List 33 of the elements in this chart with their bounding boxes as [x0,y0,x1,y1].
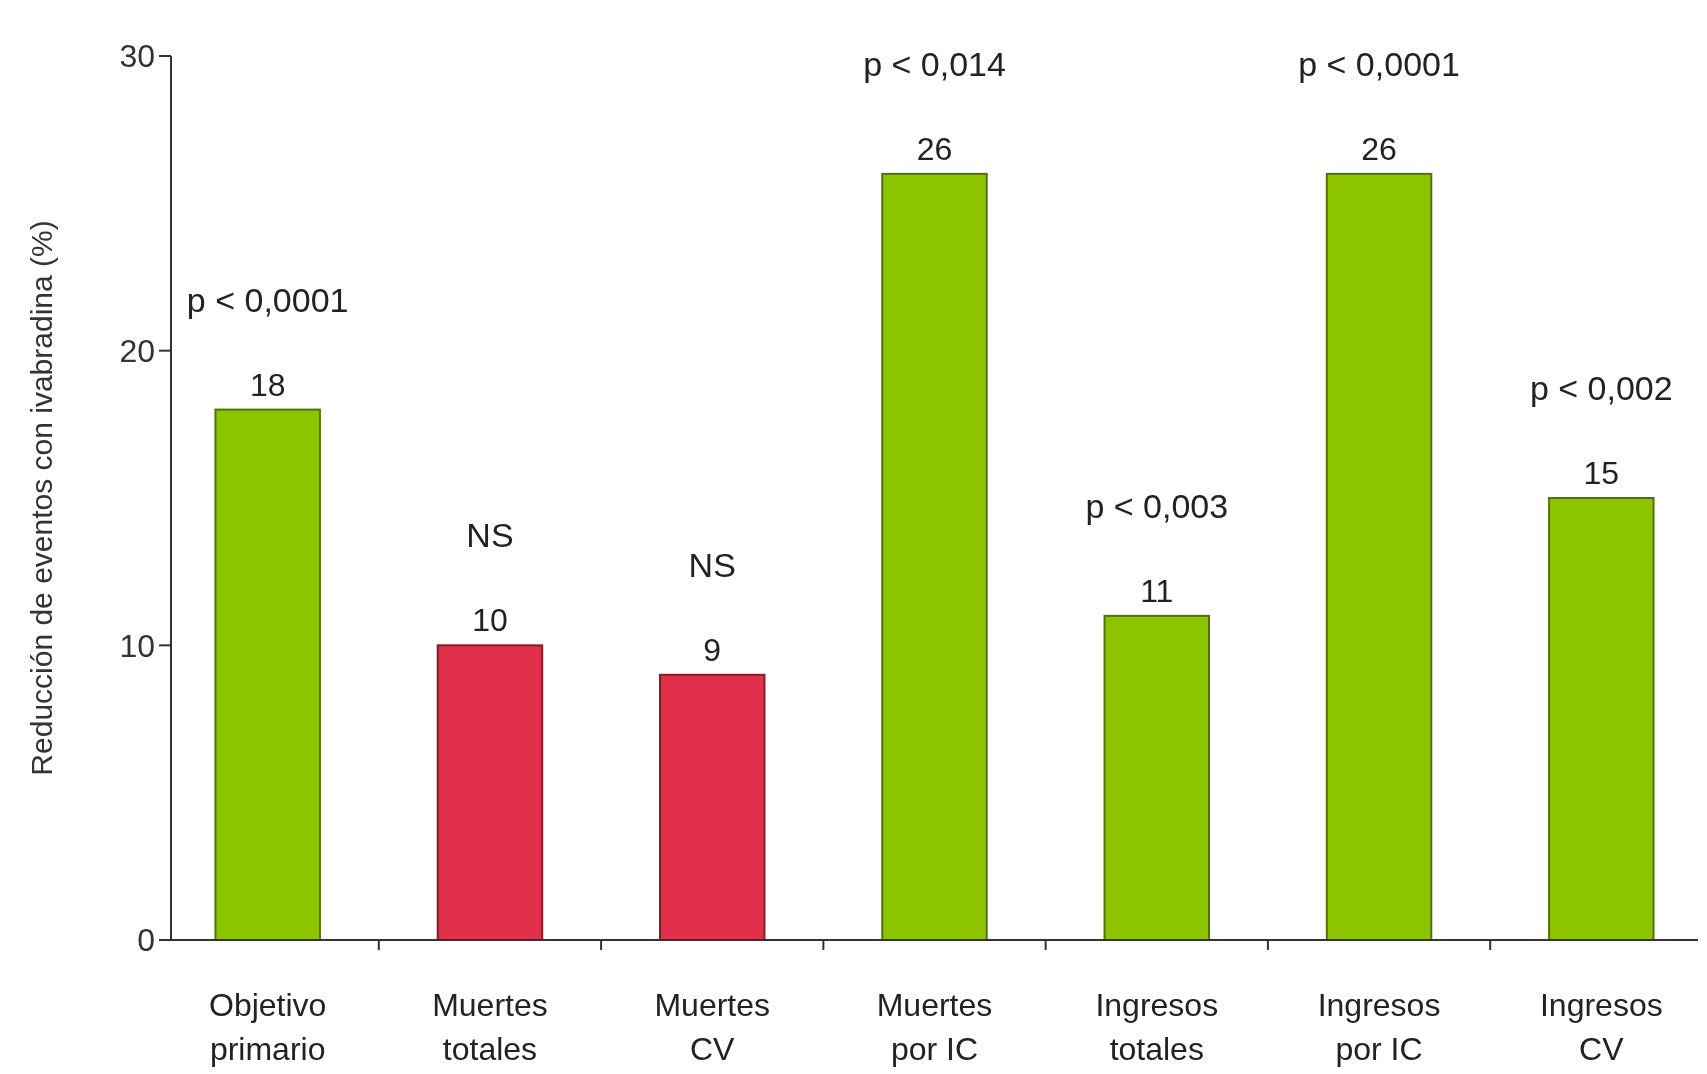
annotation: NS [466,516,514,555]
y-axis-title: Reducción de eventos con ivabradina (%) [25,220,58,776]
data-label: 11 [1140,572,1174,609]
annotation: NS [688,545,736,584]
x-tick-label: Ingresos por IC [1317,987,1441,1067]
data-label: 9 [703,631,722,668]
data-label: 18 [249,366,286,403]
data-label: 26 [916,130,953,167]
y-tick-label: 20 [119,332,155,369]
data-label: 15 [1583,455,1620,491]
data-label: 10 [472,602,508,639]
data-label: 26 [1361,130,1397,167]
x-tick-label: Muertes CV [654,987,771,1067]
bar [1325,172,1433,941]
x-tick-label: Ingresos CV [1539,987,1663,1067]
x-tick-label: Ingresos totales [1095,987,1219,1067]
annotation: p < 0,002 [1529,368,1673,407]
y-tick-label: 0 [137,922,155,959]
bar [659,673,766,941]
annotation: p < 0,0001 [1298,44,1460,83]
bar [1103,614,1211,941]
bar [881,172,988,941]
bar [1548,497,1655,941]
annotation: p < 0,003 [1085,486,1229,525]
bar [436,644,544,941]
x-tick-label: Objetivo primario [208,987,327,1067]
annotation: p < 0,0001 [186,280,349,319]
bar [214,408,321,941]
x-tick-label: Muertes totales [432,987,548,1067]
y-tick-label: 30 [119,38,155,75]
x-tick-label: Muertes por IC [876,987,993,1067]
y-tick-label: 10 [119,627,155,664]
annotation: p < 0,014 [863,44,1006,83]
